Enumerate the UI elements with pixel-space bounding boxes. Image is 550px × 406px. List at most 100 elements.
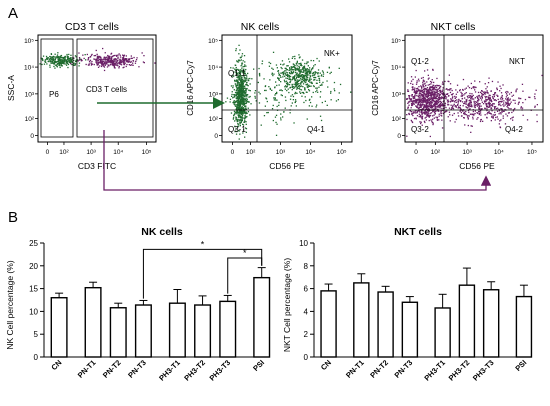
- flow-xtick-label: 10⁴: [494, 149, 504, 156]
- significance-bracket: [227, 257, 263, 294]
- event-cluster-cd3: [70, 47, 156, 72]
- bar: [482, 289, 500, 358]
- bar-ytick-label: 0: [34, 353, 39, 362]
- bar-category-label: PN-T3: [393, 358, 415, 380]
- gate-p6: [40, 38, 74, 138]
- bar-ytick-label: 5: [34, 330, 39, 339]
- flow3-ylabel: CD16 APC-Cy7: [371, 60, 380, 116]
- event-cluster-scatter: [225, 51, 352, 136]
- bar-category-label: PH3-T1: [422, 358, 447, 383]
- event-cluster-nkt: [411, 74, 543, 133]
- bar-category-label: PH3-T3: [471, 358, 496, 383]
- gate-label-q4-2: Q4-2: [505, 125, 523, 134]
- flow1-events: [39, 47, 156, 72]
- flow-xtick-label: 10⁵: [337, 149, 347, 156]
- bar-category-label: CN: [49, 358, 63, 372]
- flow2-title: NK cells: [241, 21, 280, 33]
- arrow-to-nkt: [103, 130, 492, 191]
- bar-ytick-label: 4: [304, 307, 309, 316]
- gate-cd3: [76, 38, 154, 138]
- bar: [219, 300, 237, 358]
- event-cluster-q1-q3: [226, 44, 251, 140]
- panel-b-letter: B: [8, 209, 18, 226]
- event-cluster-p6: [39, 52, 87, 69]
- flow-xtick-label: 10⁵: [142, 149, 152, 156]
- bar-category-label: PSI: [251, 358, 266, 373]
- flow3-events: [406, 68, 543, 138]
- bar1-title: NK cells: [141, 226, 183, 238]
- bar2-title: NKT cells: [394, 226, 442, 238]
- significance-label: *: [243, 248, 247, 258]
- flow1-ylabel: SSC-A: [6, 75, 16, 101]
- flow-plot-cd3: CD3 T cells P6 CD3 T cells SSC-A CD3 FIT…: [6, 21, 157, 171]
- flow-xtick-label: 10³: [462, 149, 472, 156]
- flow-plot-nk: NK cells NK+ Q1-1 Q3-1 Q4-1 CD16 APC-Cy7…: [186, 21, 353, 171]
- flow-ytick-label: 10²: [25, 116, 35, 123]
- bar: [458, 284, 476, 358]
- flow3-title: NKT cells: [431, 21, 476, 33]
- bar-category-label: PH3-T2: [182, 358, 207, 383]
- flow2-events: [225, 44, 352, 140]
- bar-category-label: PN-T2: [368, 358, 390, 380]
- bar-category-label: PN-T1: [76, 358, 98, 380]
- bar: [377, 291, 394, 358]
- flow-ytick-label: 10⁴: [391, 65, 401, 72]
- flow-ytick-label: 10⁴: [24, 65, 34, 72]
- bar-category-label: PSI: [513, 358, 528, 373]
- bar-ytick-label: 10: [299, 239, 308, 248]
- bar: [353, 282, 370, 358]
- event-cluster-nk: [261, 55, 332, 98]
- flow-xtick-label: 10²: [59, 149, 69, 156]
- gate-label-q3-2: Q3-2: [411, 125, 429, 134]
- bar-category-label: PN-T3: [126, 358, 148, 380]
- bar: [515, 295, 533, 358]
- flow-plot-nkt: NKT cells NKT Q1-2 Q3-2 Q4-2 CD16 APC-Cy…: [371, 21, 544, 171]
- flow-ytick-label: 10⁵: [208, 38, 218, 45]
- bar-category-label: PN-T2: [101, 358, 123, 380]
- flow-ytick-label: 10⁵: [24, 38, 34, 45]
- bar-ytick-label: 6: [304, 285, 309, 294]
- bar: [253, 276, 271, 358]
- flow-xtick-label: 10³: [86, 149, 96, 156]
- flow-ytick-label: 0: [30, 133, 34, 140]
- bar-ytick-label: 15: [29, 285, 38, 294]
- flow3-xlabel: CD56 PE: [459, 161, 495, 171]
- flow-ytick-label: 10³: [25, 91, 35, 98]
- flow-ytick-label: 10³: [392, 91, 402, 98]
- bar-category-label: CN: [319, 358, 333, 372]
- gate-label-q1-2: Q1-2: [411, 57, 429, 66]
- bar: [168, 302, 186, 358]
- bar1-ylabel: NK Cell percentage (%): [5, 260, 15, 349]
- flow2-ylabel: CD16 APC-Cy7: [186, 60, 195, 116]
- flow-ytick-label: 0: [397, 133, 401, 140]
- gate-label-q3-1: Q3-1: [228, 125, 246, 134]
- bar-ytick-label: 10: [29, 307, 38, 316]
- gate-label-q4-1: Q4-1: [307, 125, 325, 134]
- flow-xtick-label: 10³: [276, 149, 286, 156]
- significance-label: *: [201, 239, 205, 249]
- flow-xtick-label: 10⁴: [113, 149, 123, 156]
- bar-category-label: PH3-T2: [447, 358, 472, 383]
- bar-ytick-label: 20: [29, 262, 38, 271]
- gate-label-nkt: NKT: [509, 57, 525, 66]
- bar2-ylabel: NKT Cell percentage (%): [282, 258, 292, 352]
- bar-ytick-label: 25: [29, 239, 38, 248]
- gate-label-cd3: CD3 T cells: [86, 85, 127, 94]
- bar-chart-nk: 0 5 10 15 20 25 CN PN-T1 PN-T2 PN-T3 PH3-T1 PH3-T2 P…: [29, 239, 271, 383]
- bar: [50, 297, 68, 358]
- flow-ytick-label: 10⁵: [391, 38, 401, 45]
- bar-ytick-label: 0: [304, 353, 309, 362]
- gate-label-q1-1: Q1-1: [228, 69, 246, 78]
- gate-label-p6: P6: [49, 90, 59, 99]
- gate-label-nk: NK+: [324, 49, 340, 58]
- flow1-xlabel: CD3 FITC: [78, 161, 116, 171]
- bar-ytick-label: 8: [304, 262, 309, 271]
- bar-category-label: PN-T1: [344, 358, 366, 380]
- flow2-xlabel: CD56 PE: [269, 161, 305, 171]
- bar-category-label: PH3-T1: [157, 358, 182, 383]
- bar: [109, 307, 127, 358]
- flow-ytick-label: 0: [214, 133, 218, 140]
- bar: [320, 290, 337, 358]
- panel-a-letter: A: [8, 5, 18, 22]
- flow-ytick-label: 10³: [209, 91, 219, 98]
